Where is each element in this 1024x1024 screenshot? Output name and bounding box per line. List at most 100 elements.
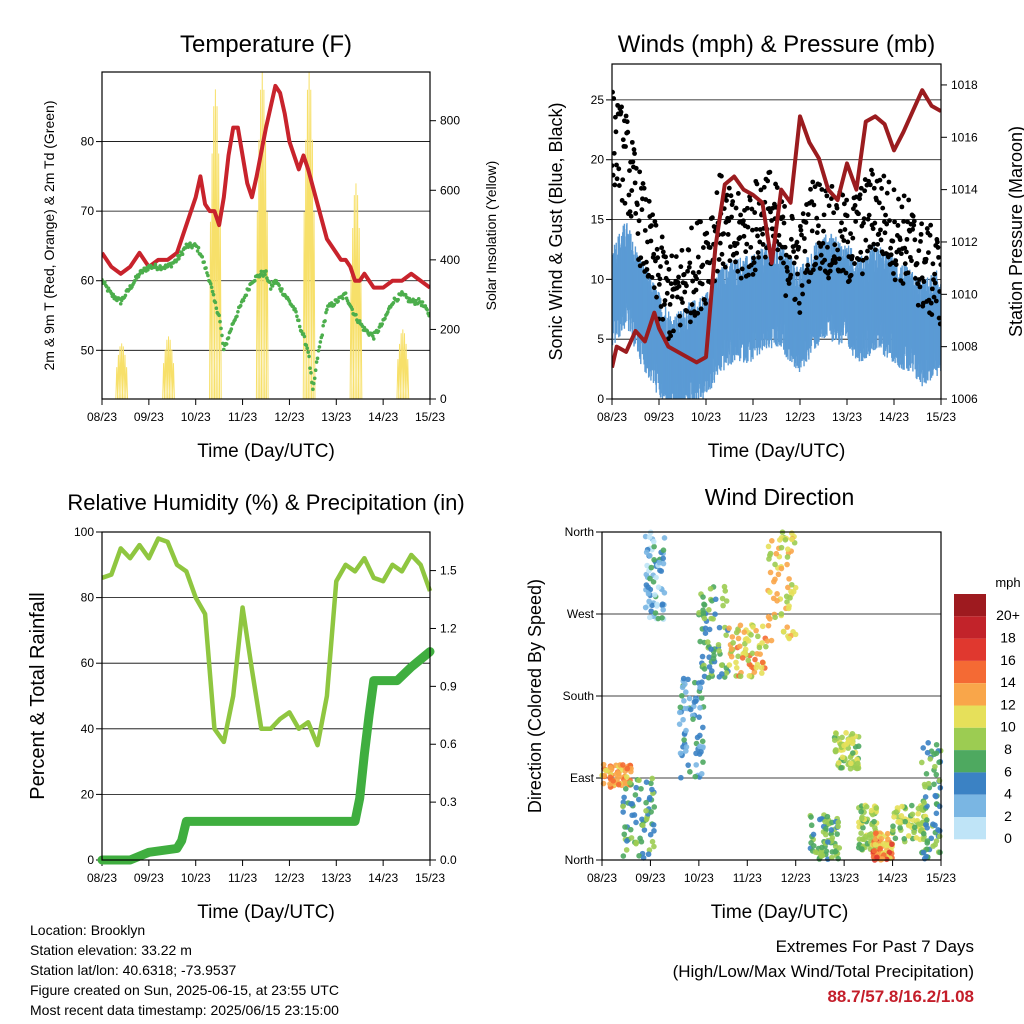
gust-point [729, 214, 734, 220]
wind-direction-point [700, 610, 707, 616]
gust-point [641, 185, 647, 191]
gust-point [629, 139, 635, 145]
colorbar-swatch [954, 594, 986, 617]
gust-point [636, 218, 642, 224]
gust-point [936, 315, 941, 321]
dewpoint-point [111, 292, 116, 297]
dewpoint-point [329, 301, 334, 305]
gust-point [911, 222, 917, 228]
gust-point [768, 209, 773, 215]
gust-point [910, 213, 916, 219]
wind-direction-point [694, 734, 701, 741]
gust-point [909, 258, 914, 264]
dewpoint-point [213, 300, 218, 305]
gust-point [794, 254, 799, 260]
x-tick-label: 12/23 [785, 410, 815, 424]
y2-tick-label: 1008 [951, 340, 978, 354]
dewpoint-point [200, 254, 205, 259]
gust-point [914, 261, 920, 266]
wind-direction-point [774, 591, 780, 597]
dewpoint-point [208, 281, 213, 286]
gust-point [652, 219, 658, 224]
x-tick-label: 13/23 [321, 410, 351, 424]
recent-timestamp-text: Most recent data timestamp: 2025/06/15 2… [30, 1002, 339, 1018]
gust-point [881, 173, 887, 179]
wind-direction-point [636, 777, 642, 784]
wind-direction-point [736, 643, 743, 650]
gust-point [842, 227, 848, 232]
wind-direction-point [697, 638, 703, 645]
gust-point [756, 254, 762, 260]
y-tick-label: North [565, 853, 594, 867]
chart-title: Temperature (F) [180, 31, 352, 58]
wind-direction-point [705, 674, 712, 681]
gust-point [810, 179, 816, 185]
gust-point [637, 169, 643, 175]
dewpoint-point [226, 336, 231, 340]
gust-point [698, 306, 704, 312]
wind-direction-point [920, 849, 927, 856]
station-info: Location: Brooklyn Station elevation: 33… [30, 920, 339, 1020]
gust-point [901, 218, 906, 224]
wind-direction-point [913, 834, 920, 841]
wind-direction-point [898, 813, 905, 819]
dewpoint-point [268, 287, 273, 291]
dewpoint-point [357, 319, 362, 323]
wind-direction-point [922, 794, 929, 800]
gust-point [753, 226, 759, 232]
wind-direction-point [716, 648, 722, 654]
gust-point [860, 271, 865, 277]
gust-point [666, 266, 672, 272]
wind-direction-point [601, 772, 608, 779]
dewpoint-point [391, 300, 396, 305]
gust-point [627, 168, 632, 173]
wind-direction-point [700, 724, 706, 731]
dewpoint-point [137, 272, 142, 276]
dewpoint-point [153, 262, 158, 267]
dewpoint-point [247, 287, 251, 292]
gust-point [658, 264, 663, 269]
plot-area [102, 72, 430, 399]
gust-point [695, 254, 701, 260]
wind-direction-point [778, 611, 785, 617]
chart-panel-4: North East South West North 08/23 09/23 10/23 11… [525, 484, 956, 923]
wind-direction-point [780, 628, 787, 635]
wind-direction-point [715, 641, 722, 648]
y-tick-label: 0 [597, 392, 604, 406]
dewpoint-point [229, 327, 234, 331]
gust-point [696, 269, 702, 275]
wind-direction-point [933, 771, 940, 778]
wind-direction-point [931, 781, 937, 788]
colorbar-label: 6 [1004, 763, 1012, 779]
colorbar-swatch [954, 616, 986, 639]
wind-direction-point [891, 814, 897, 820]
gust-point [734, 241, 740, 246]
gust-point [632, 180, 638, 186]
dewpoint-point [324, 310, 328, 315]
gust-point [642, 228, 648, 233]
wind-direction-point [790, 588, 797, 595]
gust-point [676, 274, 681, 280]
wind-direction-point [858, 815, 865, 822]
wind-direction-point [832, 748, 839, 754]
chart-panel-1: 50 60 70 80 08/23 09/23 10/23 11/23 12/23 13/23 14… [41, 31, 499, 462]
gust-point [935, 239, 940, 245]
gust-point [654, 246, 660, 252]
dewpoint-point [241, 298, 246, 303]
gust-point [684, 308, 690, 314]
dewpoint-point [202, 260, 206, 264]
wind-direction-point [924, 749, 931, 756]
y-tick-label: 40 [81, 722, 95, 736]
y-tick-label: East [570, 771, 595, 785]
wind-direction-point [687, 706, 694, 713]
gust-point [774, 185, 780, 190]
y-axis-label: 2m & 9m T (Red, Orange) & 2m Td (Green) [41, 101, 57, 371]
gust-point [858, 249, 864, 255]
y2-axis-label: Station Pressure (Maroon) [1006, 126, 1024, 337]
wind-direction-point [656, 559, 663, 566]
wind-direction-point [702, 625, 709, 632]
gust-point [722, 264, 728, 270]
gust-point [757, 239, 763, 245]
gust-point [733, 259, 738, 265]
y-tick-label: 5 [597, 332, 604, 346]
